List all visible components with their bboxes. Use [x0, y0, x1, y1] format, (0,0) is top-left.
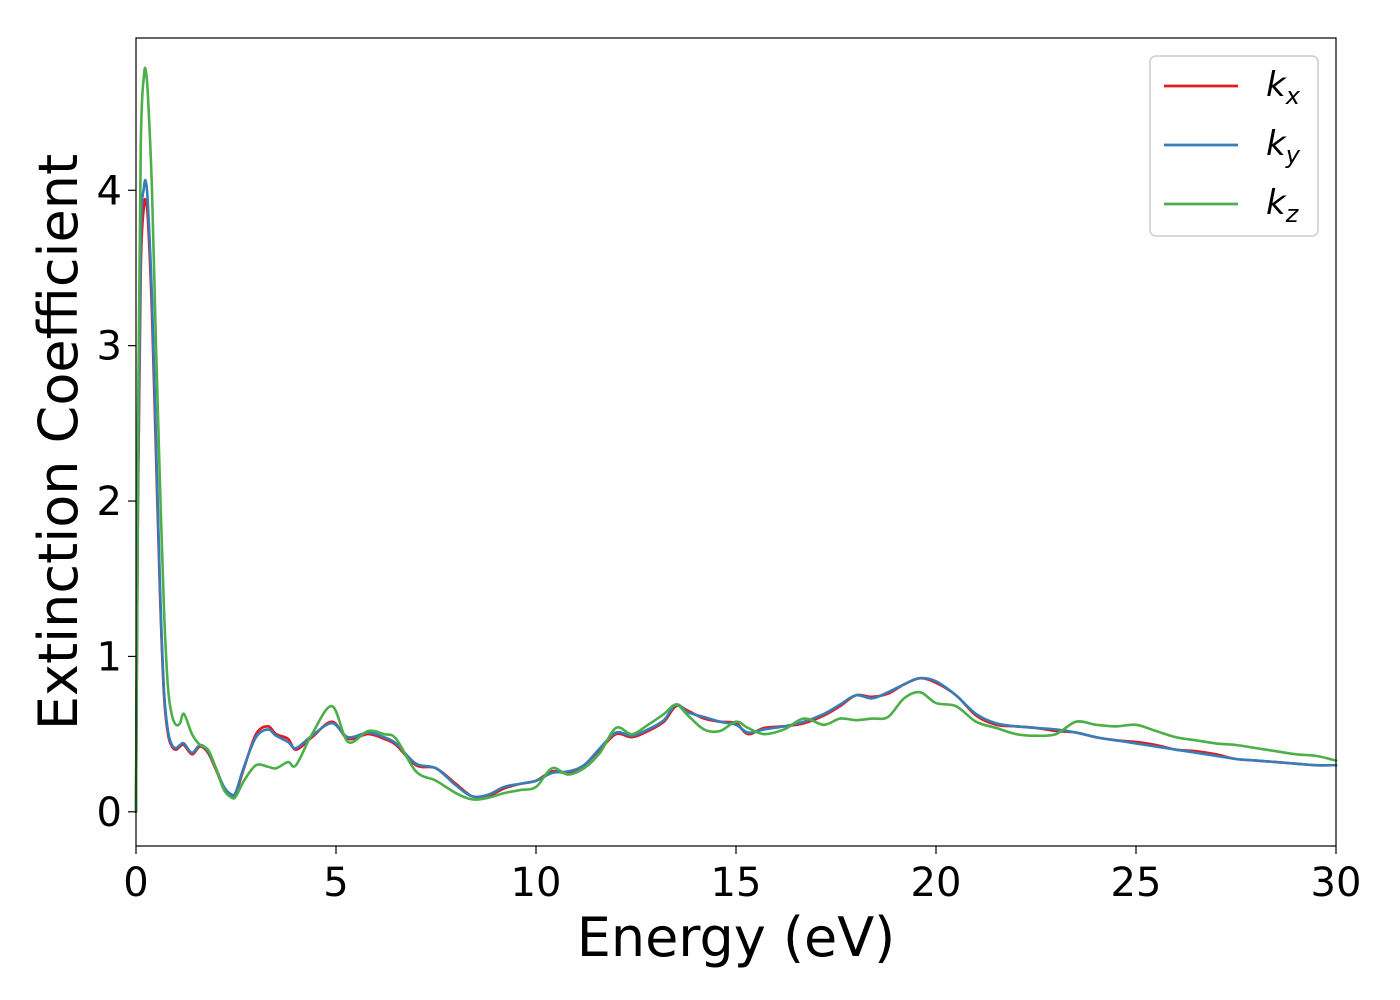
x-tick-label: 5 — [323, 860, 348, 906]
x-tick-label: 0 — [123, 860, 148, 906]
plot-lines — [134, 66, 1338, 814]
y-tick-label: 1 — [97, 634, 122, 680]
y-tick-label: 3 — [97, 324, 122, 370]
x-tick-label: 25 — [1111, 860, 1162, 906]
x-tick-label: 15 — [711, 860, 762, 906]
x-tick-label: 10 — [511, 860, 562, 906]
y-axis-ticks: 0 1 2 3 4 — [97, 168, 136, 836]
y-axis-label: Extinction Coefficient — [27, 154, 90, 730]
x-tick-label: 30 — [1311, 860, 1362, 906]
y-tick-label: 2 — [97, 479, 122, 525]
legend-label-z: kz — [1266, 183, 1300, 228]
legend-label-x: kx — [1266, 65, 1301, 110]
x-axis-label: Energy (eV) — [577, 906, 896, 969]
series-line-z — [134, 66, 1338, 814]
x-tick-label: 20 — [911, 860, 962, 906]
y-tick-label: 0 — [97, 790, 122, 836]
legend: kx ky kz — [1149, 55, 1319, 237]
series-line-y — [134, 178, 1338, 814]
legend-label-y: ky — [1266, 124, 1301, 169]
x-axis-ticks: 0 5 10 15 20 25 30 — [123, 846, 1361, 906]
y-tick-label: 4 — [97, 168, 122, 214]
